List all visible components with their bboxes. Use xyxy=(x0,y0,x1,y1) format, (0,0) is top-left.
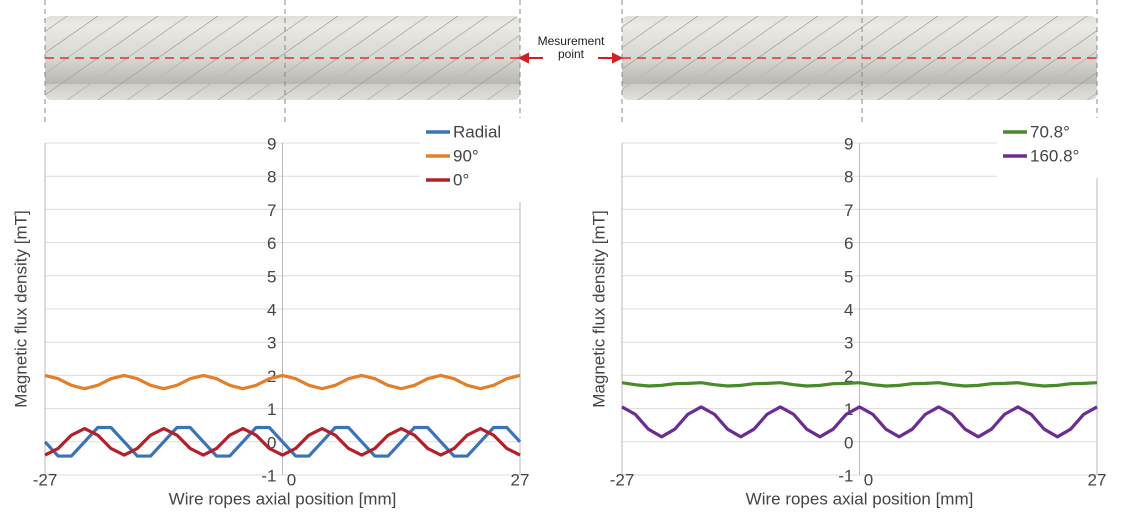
legend-label: 160.8° xyxy=(1030,146,1079,165)
y-tick-label: 6 xyxy=(267,234,276,253)
y-tick-label: 4 xyxy=(267,300,276,319)
x-tick-label: 0 xyxy=(287,470,296,489)
y-tick-label: -1 xyxy=(838,466,853,485)
x-tick-label: 0 xyxy=(864,470,873,489)
figure: -10123456789-27027Wire ropes axial posit… xyxy=(0,0,1121,525)
y-tick-label: 3 xyxy=(844,334,853,353)
x-tick-label: 27 xyxy=(1088,470,1107,489)
y-axis-label: Magnetic flux density [mT] xyxy=(589,210,608,407)
legend-label: 70.8° xyxy=(1030,122,1070,141)
x-tick-label: -27 xyxy=(33,470,58,489)
x-tick-label: -27 xyxy=(610,470,635,489)
y-tick-label: 5 xyxy=(267,267,276,286)
y-tick-label: 3 xyxy=(267,334,276,353)
y-tick-label: 8 xyxy=(267,168,276,187)
y-tick-label: 9 xyxy=(844,134,853,153)
annotation: Mesurement xyxy=(538,34,605,48)
rope-right xyxy=(622,16,1097,100)
y-tick-label: 7 xyxy=(844,201,853,220)
x-axis-label: Wire ropes axial position [mm] xyxy=(746,489,974,508)
rope-left xyxy=(45,16,520,100)
x-axis-label: Wire ropes axial position [mm] xyxy=(169,489,397,508)
legend-label: Radial xyxy=(453,122,501,141)
y-axis-label: Magnetic flux density [mT] xyxy=(11,210,30,407)
y-tick-label: 7 xyxy=(267,201,276,220)
y-tick-label: -1 xyxy=(261,466,276,485)
x-tick-label: 27 xyxy=(511,470,530,489)
legend-label: 90° xyxy=(453,146,479,165)
y-tick-label: 9 xyxy=(267,134,276,153)
y-tick-label: 0 xyxy=(844,433,853,452)
y-tick-label: 6 xyxy=(844,234,853,253)
legend-label: 0° xyxy=(453,170,469,189)
annotation: point xyxy=(558,47,585,61)
y-tick-label: 4 xyxy=(844,300,853,319)
y-tick-label: 5 xyxy=(844,267,853,286)
y-tick-label: 8 xyxy=(844,168,853,187)
y-tick-label: 1 xyxy=(267,400,276,419)
